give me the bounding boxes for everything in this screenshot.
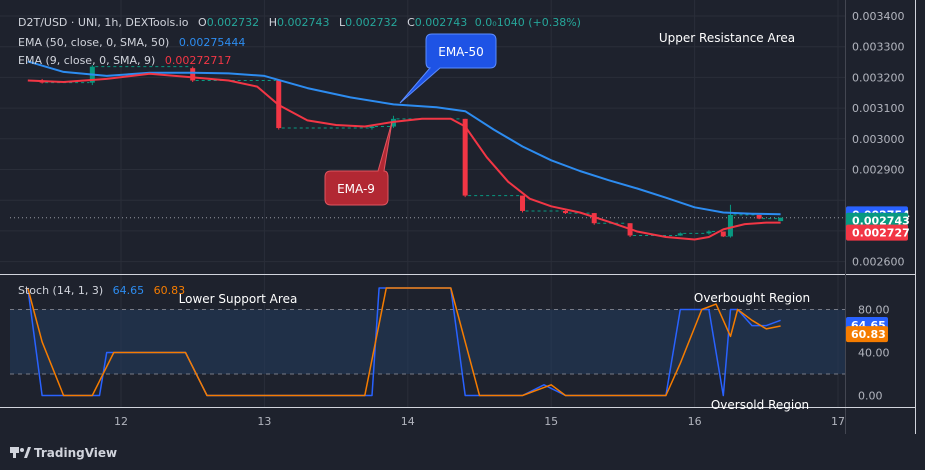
ema50-label: EMA (50, close, 0, SMA, 50) <box>18 36 169 49</box>
ema9-callout: EMA-9 <box>324 121 393 206</box>
time-tick-label: 14 <box>401 415 415 428</box>
stoch-tag-bg <box>846 326 888 343</box>
grid <box>0 0 845 407</box>
stoch-tick-label: 0.00 <box>858 390 883 403</box>
stoch-pane[interactable] <box>27 287 781 397</box>
low-value: 0.002732 <box>345 16 398 29</box>
candle-body <box>462 118 468 196</box>
legend-row-ema50[interactable]: EMA (50, close, 0, SMA, 50) 0.00275444 <box>18 36 245 49</box>
candle[interactable] <box>778 217 784 222</box>
price-axis[interactable]: 0.003400 0.003300 0.003200 0.003100 0.003000… <box>852 10 905 269</box>
legend-row-stoch[interactable]: Stoch (14, 1, 3) 64.65 60.83 <box>18 284 185 297</box>
candle-body <box>720 231 726 237</box>
ema50-value: 0.00275444 <box>179 36 245 49</box>
ema50-callout: EMA-50 <box>399 33 497 104</box>
time-tick-label: 12 <box>114 415 128 428</box>
time-tick-label: 17 <box>831 415 845 428</box>
ema9-callout-text: EMA-9 <box>337 182 375 196</box>
time-tick-label: 13 <box>257 415 271 428</box>
symbol: D2T/USD · UNI, 1h, DEXTools.io <box>18 16 189 29</box>
stoch-band <box>10 309 845 374</box>
oversold-label: Oversold Region <box>711 398 809 412</box>
price-tick-label: 0.003000 <box>852 133 905 146</box>
change-value: 0.0₀1040 (+0.38%) <box>475 16 581 29</box>
price-tag: 0.002727 <box>846 224 910 241</box>
ema9-line[interactable] <box>27 72 781 241</box>
price-tick-label: 0.003100 <box>852 102 905 115</box>
price-tag-label: 0.002743 <box>852 215 910 228</box>
candle-body <box>520 195 526 211</box>
tradingview-brand: TradingView <box>34 446 117 460</box>
stoch-d-value: 60.83 <box>154 284 186 297</box>
price-tick-label: 0.002900 <box>852 164 905 177</box>
candle-body <box>591 213 597 224</box>
open-label: O <box>198 16 207 29</box>
candle-body <box>563 210 569 214</box>
candle[interactable] <box>563 210 592 215</box>
upper-resistance-label: Upper Resistance Area <box>659 31 795 45</box>
legend-row-ema9[interactable]: EMA (9, close, 0, SMA, 9) 0.00272717 <box>18 54 231 67</box>
price-tick-label: 0.003300 <box>852 41 905 54</box>
ema50-callout-text: EMA-50 <box>438 45 483 59</box>
close-value: 0.002743 <box>415 16 468 29</box>
candle[interactable] <box>756 214 778 220</box>
time-axis[interactable]: 12 13 14 15 16 17 <box>114 415 845 428</box>
high-value: 0.002743 <box>277 16 330 29</box>
close-label: C <box>407 16 415 29</box>
stoch-tick-label: 80.00 <box>858 304 890 317</box>
low-label: L <box>339 16 346 29</box>
candle-body <box>727 214 733 237</box>
legend-row-ohlc: D2T/USD · UNI, 1h, DEXTools.io O0.002732… <box>18 16 581 29</box>
ema9-label: EMA (9, close, 0, SMA, 9) <box>18 54 155 67</box>
price-tag-bg <box>846 224 908 241</box>
ema9-value: 0.00272717 <box>165 54 231 67</box>
price-pane[interactable] <box>27 60 784 241</box>
tradingview-logo[interactable]: TradingView <box>10 446 117 460</box>
price-tick-label: 0.003400 <box>852 10 905 23</box>
candle[interactable] <box>727 204 757 238</box>
candle-body <box>756 214 762 219</box>
stoch-k-line[interactable] <box>27 287 781 397</box>
candle[interactable] <box>520 195 563 213</box>
price-tick-label: 0.002600 <box>852 256 905 269</box>
time-tick-label: 15 <box>544 415 558 428</box>
stoch-tick-label: 40.00 <box>858 347 890 360</box>
time-tick-label: 16 <box>688 415 702 428</box>
stoch-label: Stoch (14, 1, 3) <box>18 284 103 297</box>
candle-body <box>190 68 196 81</box>
tradingview-logo-icon <box>10 447 31 458</box>
stoch-k-value: 64.65 <box>113 284 145 297</box>
candle-body <box>778 217 784 222</box>
stoch-d-line[interactable] <box>27 287 781 397</box>
candle-body <box>706 231 712 234</box>
candle-body <box>369 126 375 129</box>
high-label: H <box>269 16 277 29</box>
open-value: 0.002732 <box>207 16 260 29</box>
stoch-tag-label: 60.83 <box>851 328 886 341</box>
candle[interactable] <box>677 232 706 236</box>
price-tag-label: 0.002727 <box>852 227 910 240</box>
stoch-axis[interactable]: 80.00 40.00 0.00 <box>858 304 890 403</box>
stoch-tag: 60.83 <box>846 326 888 343</box>
candle-body <box>677 233 683 236</box>
lower-support-label: Lower Support Area <box>179 292 298 306</box>
candle[interactable] <box>720 231 728 238</box>
price-tick-label: 0.003200 <box>852 71 905 84</box>
candle[interactable] <box>462 118 520 198</box>
candle[interactable] <box>190 66 276 83</box>
overbought-label: Overbought Region <box>694 291 810 305</box>
ema50-line[interactable] <box>27 60 781 216</box>
